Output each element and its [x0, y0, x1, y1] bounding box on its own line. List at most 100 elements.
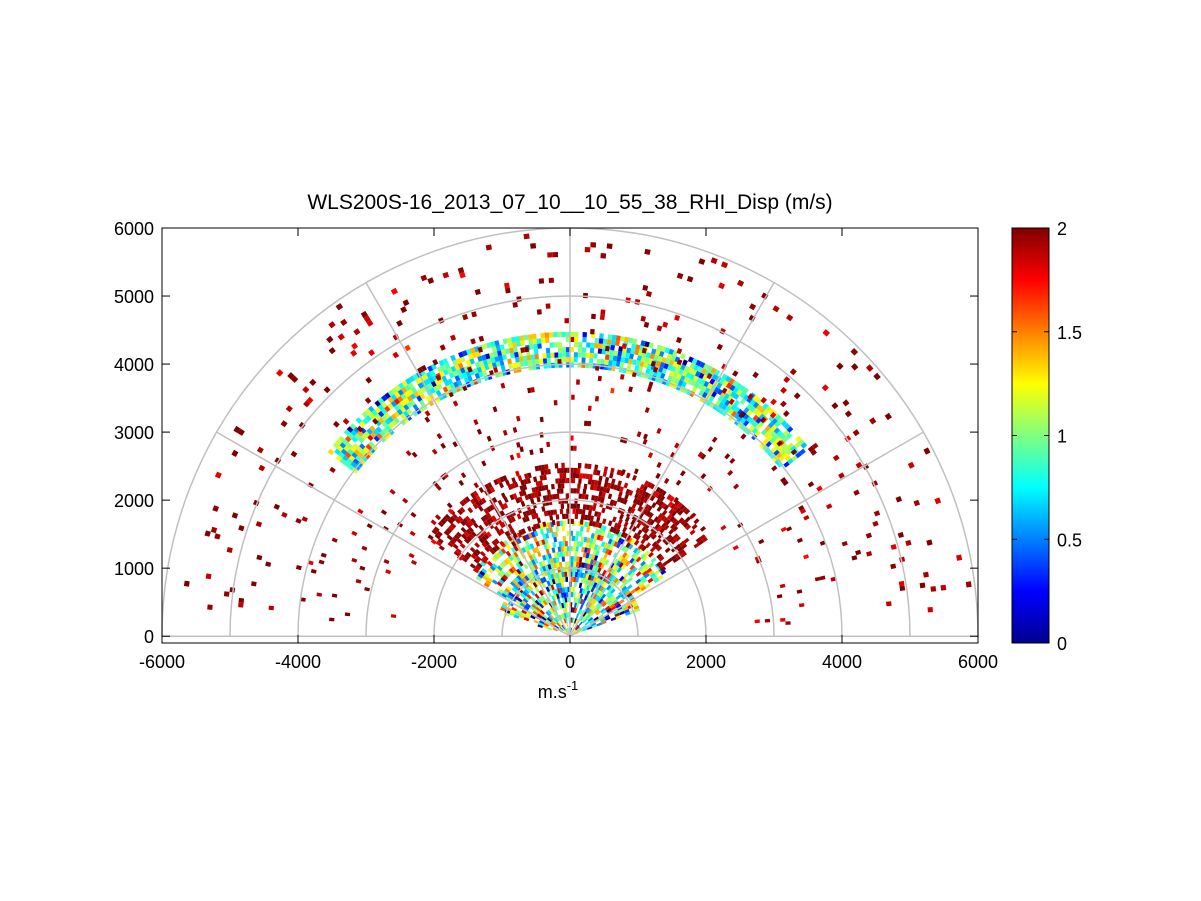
data-cell — [657, 355, 663, 362]
data-cell — [729, 384, 736, 392]
data-cell — [600, 309, 606, 315]
data-cell — [238, 597, 245, 603]
data-cell — [371, 409, 378, 417]
data-cell — [214, 533, 221, 540]
data-cell — [608, 360, 613, 366]
data-cell — [566, 530, 570, 536]
data-cell — [696, 377, 703, 384]
data-cell — [472, 503, 479, 510]
data-cell — [659, 527, 666, 534]
data-cell — [620, 531, 626, 538]
data-cell — [624, 357, 629, 364]
data-cell — [588, 580, 593, 586]
data-cell — [907, 461, 915, 469]
data-cell — [470, 553, 477, 560]
data-cell — [609, 594, 615, 601]
data-cell — [507, 358, 512, 365]
data-cell — [765, 405, 772, 413]
data-cell — [554, 352, 559, 358]
data-cell — [392, 351, 400, 359]
data-cell — [357, 452, 365, 459]
data-cell — [425, 371, 432, 379]
data-cell — [328, 321, 336, 329]
data-cell — [682, 359, 688, 366]
data-cell — [545, 303, 551, 309]
data-cell — [446, 384, 452, 391]
data-cell — [670, 354, 677, 362]
y-tick-label: 3000 — [114, 423, 154, 443]
data-cell — [547, 252, 553, 258]
data-cell — [525, 602, 531, 608]
data-cell — [510, 527, 516, 534]
colorbar-tick-label: 1 — [1057, 427, 1067, 447]
data-cell — [473, 346, 480, 353]
data-cell — [499, 540, 505, 547]
data-cell — [517, 475, 523, 481]
data-cell — [766, 434, 773, 441]
data-cell — [711, 373, 718, 381]
data-cell — [589, 598, 595, 604]
data-cell — [745, 428, 752, 436]
data-cell — [566, 628, 570, 634]
data-cell — [459, 367, 466, 374]
data-cell — [303, 400, 311, 408]
data-cell — [457, 515, 464, 522]
data-cell — [440, 518, 447, 525]
data-cell — [456, 357, 462, 365]
data-cell — [617, 537, 623, 544]
data-cell — [498, 482, 504, 489]
data-cell — [489, 548, 496, 555]
data-cell — [554, 357, 559, 363]
data-cell — [706, 365, 713, 372]
data-cell — [544, 598, 550, 605]
data-cell — [280, 420, 288, 428]
data-cell — [676, 359, 683, 366]
data-cell — [752, 371, 759, 379]
data-cell — [593, 616, 599, 621]
data-cell — [585, 504, 590, 511]
data-cell — [759, 406, 766, 414]
data-cell — [838, 472, 845, 479]
data-cell — [634, 349, 640, 356]
data-cell — [589, 611, 595, 617]
data-cell — [491, 546, 498, 553]
data-cell — [530, 565, 536, 571]
data-cell — [631, 559, 638, 566]
data-cell — [618, 491, 623, 498]
data-cell — [597, 573, 602, 579]
data-cell — [439, 370, 446, 378]
data-cell — [597, 529, 603, 536]
data-cell — [609, 533, 615, 540]
data-cell — [850, 348, 859, 356]
data-cell — [565, 551, 569, 557]
data-cell — [359, 420, 366, 428]
data-cell — [699, 361, 706, 369]
data-cell — [773, 449, 780, 456]
data-cell — [410, 511, 417, 518]
data-cell — [507, 484, 513, 491]
data-cell — [620, 539, 626, 545]
data-cell — [527, 387, 532, 394]
data-cell — [549, 622, 555, 627]
data-cell — [544, 484, 549, 491]
data-cell — [614, 601, 620, 607]
data-cell — [427, 277, 435, 284]
data-cell — [631, 502, 637, 509]
data-cell — [492, 497, 498, 503]
data-cell — [651, 490, 657, 497]
data-cell — [485, 579, 492, 586]
data-cell — [455, 548, 462, 554]
data-cell — [671, 518, 678, 525]
data-cell — [387, 389, 395, 397]
data-cell — [522, 535, 527, 542]
data-cell — [572, 629, 577, 634]
data-cell — [482, 555, 489, 562]
data-cell — [575, 625, 580, 631]
data-cell — [511, 606, 517, 612]
data-cell — [502, 429, 508, 436]
data-cell — [465, 359, 472, 366]
data-cell — [562, 576, 566, 583]
data-cell — [748, 425, 756, 432]
data-cell — [465, 348, 472, 355]
data-cell — [538, 622, 544, 627]
